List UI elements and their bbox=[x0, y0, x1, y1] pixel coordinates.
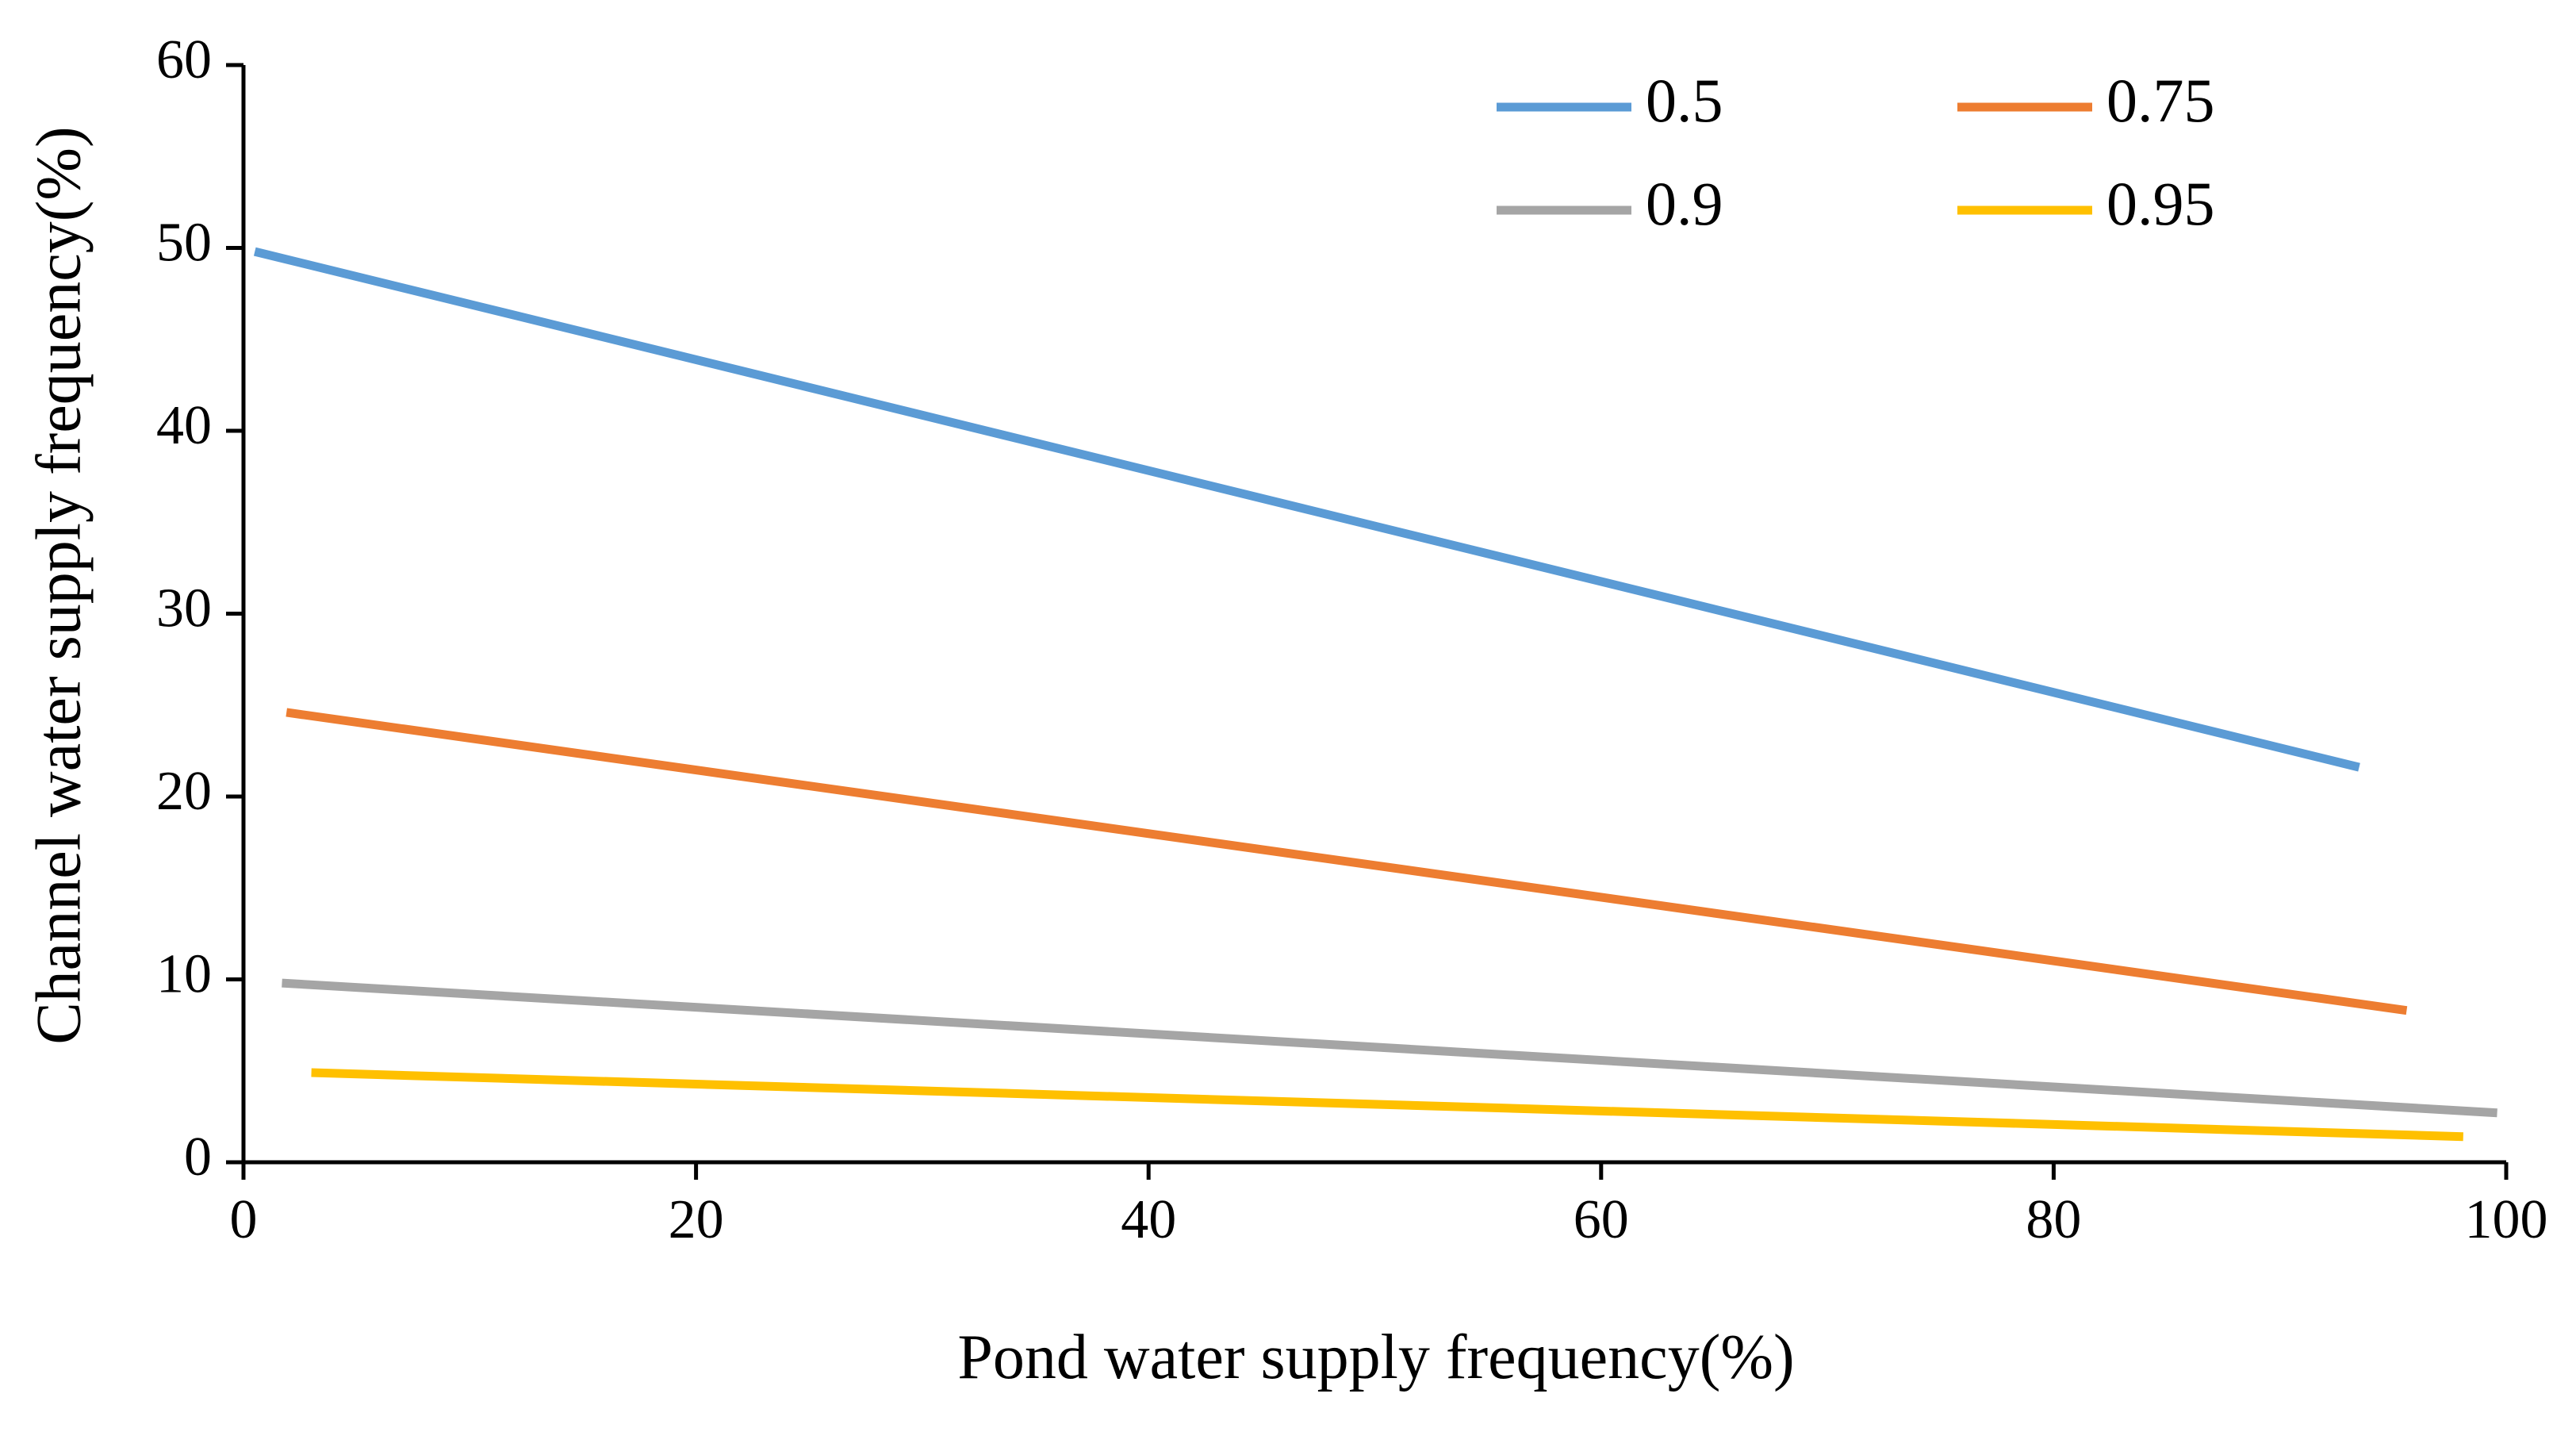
legend-label: 0.5 bbox=[1646, 66, 1723, 135]
y-tick-label: 20 bbox=[156, 761, 212, 822]
legend-label: 0.75 bbox=[2106, 66, 2215, 135]
series-group bbox=[253, 247, 2497, 1142]
series-line-0-95 bbox=[311, 1068, 2463, 1142]
y-tick-label: 0 bbox=[184, 1127, 212, 1188]
series-line-0-5 bbox=[253, 247, 2360, 772]
legend-label: 0.9 bbox=[1646, 169, 1723, 238]
legend: 0.5 0.75 0.9 0.95 bbox=[1497, 66, 2215, 238]
x-tick-label: 0 bbox=[230, 1189, 258, 1250]
y-tick-label: 60 bbox=[156, 29, 212, 90]
x-tick-label: 80 bbox=[2026, 1189, 2081, 1250]
legend-label: 0.95 bbox=[2106, 169, 2215, 238]
y-tick-label: 50 bbox=[156, 213, 212, 274]
series-line-0-9 bbox=[282, 978, 2497, 1118]
x-tick-label: 20 bbox=[669, 1189, 724, 1250]
y-axis-title-group: Channel water supply frequency(%) bbox=[24, 126, 94, 1044]
series-line-0-75 bbox=[286, 708, 2408, 1015]
y-axis-title: Channel water supply frequency(%) bbox=[24, 126, 94, 1044]
x-tick-label: 60 bbox=[1574, 1189, 1629, 1250]
y-tick-label: 30 bbox=[156, 578, 212, 639]
y-tick-label: 40 bbox=[156, 395, 212, 456]
x-tick-label: 100 bbox=[2465, 1189, 2548, 1250]
y-ticks-group: 0 10 20 30 40 50 60 bbox=[156, 29, 243, 1188]
y-tick-label: 10 bbox=[156, 944, 212, 1005]
x-axis-title: Pond water supply frequency(%) bbox=[957, 1323, 1794, 1392]
x-tick-label: 40 bbox=[1121, 1189, 1176, 1250]
x-ticks-group: 0 20 40 60 80 100 bbox=[230, 1162, 2548, 1250]
